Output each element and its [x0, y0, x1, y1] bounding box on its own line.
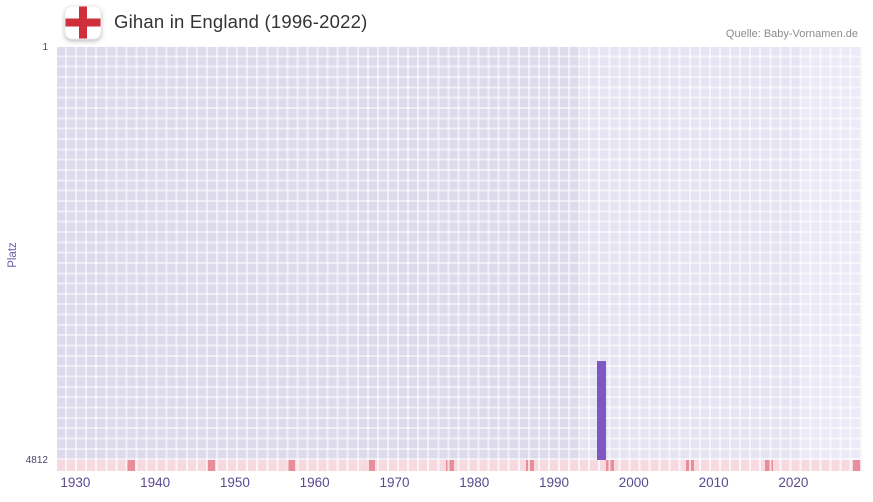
chart-title: Gihan in England (1996-2022) — [114, 11, 368, 32]
x-tick-label: 1990 — [539, 475, 570, 490]
x-tick-label: 1950 — [219, 475, 250, 490]
x-tick-label: 1930 — [60, 475, 91, 490]
x-tick-label: 1960 — [299, 475, 330, 490]
x-axis-strip — [57, 460, 862, 471]
y-axis-top-tick: 1 — [42, 42, 48, 53]
x-tick-label: 1970 — [379, 475, 410, 490]
x-tick-label: 2000 — [618, 475, 649, 490]
y-axis-title: Platz — [7, 242, 19, 268]
plot-area — [57, 47, 862, 460]
x-axis-strip-grid — [57, 460, 862, 471]
x-tick-label: 1940 — [140, 475, 171, 490]
y-axis-bottom-tick: 4812 — [25, 455, 48, 466]
grid-lines — [57, 47, 862, 460]
x-axis-labels: 1930 1940 1950 1960 1970 1980 1990 2000 2010 2020 — [57, 475, 862, 495]
source-attribution: Quelle: Baby-Vornamen.de — [725, 28, 858, 40]
rank-bar — [597, 361, 607, 460]
x-tick-label: 2020 — [778, 475, 809, 490]
x-tick-label: 1980 — [459, 475, 490, 490]
england-flag-icon — [64, 5, 102, 46]
x-tick-label: 2010 — [698, 475, 729, 490]
